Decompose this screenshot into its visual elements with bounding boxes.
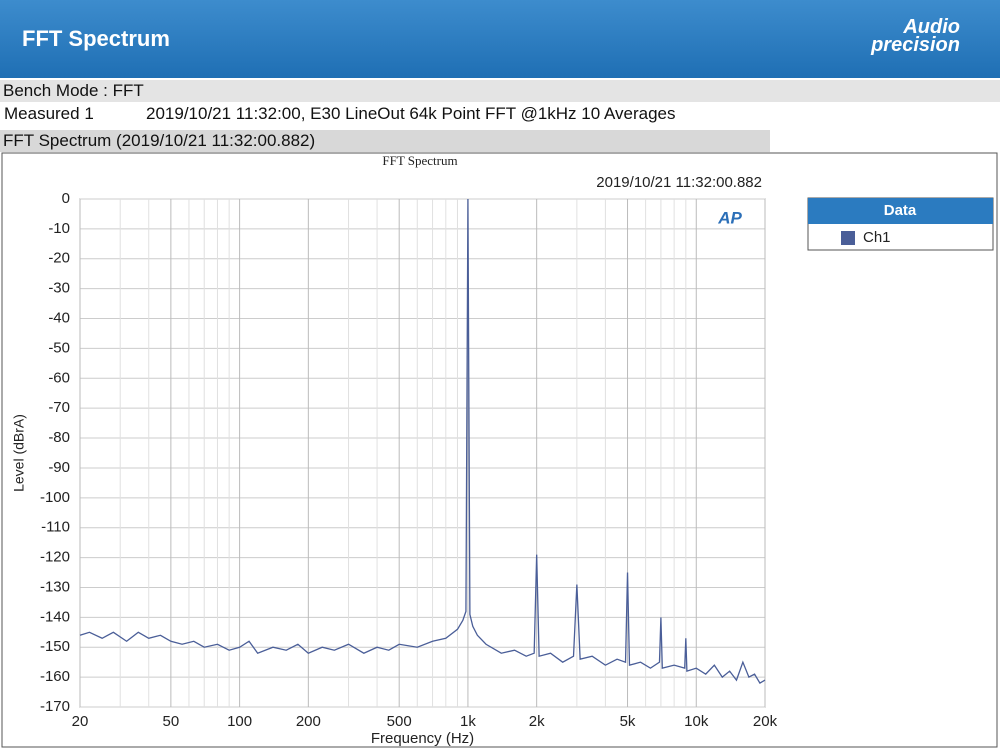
y-tick-label: -50 xyxy=(48,339,70,356)
x-tick-label: 5k xyxy=(620,713,636,730)
measured-text: 2019/10/21 11:32:00, E30 LineOut 64k Poi… xyxy=(146,104,676,123)
legend-header xyxy=(808,198,993,224)
measured-label: Measured 1 xyxy=(4,104,94,123)
chart-subtitle: 2019/10/21 11:32:00.882 xyxy=(596,174,762,191)
logo-line: Audio xyxy=(903,16,960,38)
y-tick-label: -130 xyxy=(40,578,70,595)
header-title: FFT Spectrum xyxy=(22,26,170,51)
y-tick-label: -10 xyxy=(48,220,70,237)
chart-title: FFT Spectrum xyxy=(382,153,457,168)
y-tick-label: -60 xyxy=(48,369,70,386)
y-tick-label: -100 xyxy=(40,489,70,506)
x-tick-label: 100 xyxy=(227,713,252,730)
y-tick-label: -80 xyxy=(48,429,70,446)
y-tick-label: -150 xyxy=(40,638,70,655)
y-tick-label: -90 xyxy=(48,459,70,476)
header: FFT Spectrum Audio precision xyxy=(0,0,1000,78)
y-tick-label: -120 xyxy=(40,549,70,566)
y-axis-label: Level (dBrA) xyxy=(11,414,27,492)
x-tick-label: 20 xyxy=(72,713,89,730)
y-tick-label: -160 xyxy=(40,668,70,685)
x-tick-label: 50 xyxy=(163,713,180,730)
y-tick-label: -20 xyxy=(48,250,70,267)
y-tick-label: -70 xyxy=(48,399,70,416)
logo: Audio precision xyxy=(871,16,960,56)
legend-label: Ch1 xyxy=(863,229,891,246)
x-tick-label: 2k xyxy=(529,713,545,730)
x-axis-label: Frequency (Hz) xyxy=(371,730,474,747)
series-line xyxy=(79,198,766,684)
x-tick-label: 1k xyxy=(460,713,476,730)
y-tick-label: 0 xyxy=(62,190,70,207)
x-tick-label: 200 xyxy=(296,713,321,730)
legend-swatch xyxy=(841,231,855,245)
x-tick-label: 10k xyxy=(684,713,709,730)
y-tick-label: -40 xyxy=(48,309,70,326)
section-title: FFT Spectrum (2019/10/21 11:32:00.882) xyxy=(0,130,770,152)
plot-logo: AP xyxy=(717,208,742,227)
y-tick-label: -140 xyxy=(40,608,70,625)
y-tick-label: -110 xyxy=(41,519,70,536)
bench-mode: Bench Mode : FFT xyxy=(0,80,1000,102)
plot-area xyxy=(79,198,766,708)
legend-title: Data xyxy=(884,202,917,219)
chart: FFT Spectrum 2019/10/21 11:32:00.882 Dat… xyxy=(1,152,998,748)
x-tick-label: 500 xyxy=(387,713,412,730)
y-tick-label: -30 xyxy=(48,280,70,297)
y-tick-label: -170 xyxy=(40,698,70,715)
x-tick-label: 20k xyxy=(753,713,778,730)
logo-line: precision xyxy=(871,34,960,56)
